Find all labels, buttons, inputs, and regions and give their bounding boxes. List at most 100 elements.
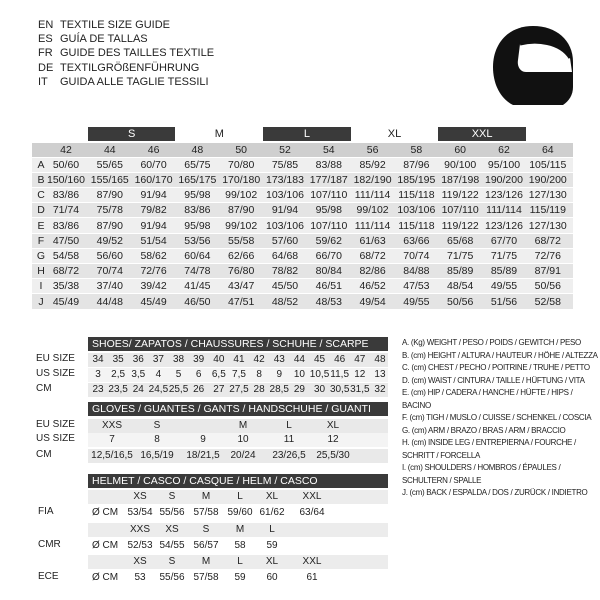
cell: 45/50 — [271, 280, 299, 293]
legend-item: J. (cm) BACK / ESPALDA / DOS / ZURÜCK / … — [402, 488, 588, 497]
cell: 45/49 — [140, 295, 167, 308]
cell: 58 — [234, 539, 246, 551]
cell: 74/78 — [184, 265, 211, 278]
row-label: C — [37, 189, 45, 202]
cell: 10 — [237, 434, 249, 445]
guide-title: TEXTILGRÖßENFÜHRUNG — [60, 61, 200, 74]
cell: 58/62 — [140, 249, 167, 262]
cell: 50/60 — [52, 158, 80, 171]
helmet-size: L — [237, 556, 243, 567]
column-header: 46 — [147, 143, 160, 156]
cell: 46/52 — [359, 280, 386, 293]
cell: 4 — [155, 369, 162, 380]
cell: 52/53 — [127, 539, 153, 551]
row-band — [88, 433, 388, 447]
unit: Ø CM — [91, 539, 119, 551]
cell: 170/180 — [222, 173, 261, 186]
cell: 190/200 — [485, 173, 523, 186]
row-band — [88, 368, 388, 382]
helmet-size: L — [269, 523, 275, 535]
cell: 185/195 — [397, 173, 436, 186]
section-title: HELMET / CASCO / CASQUE / HELM / CASCO — [88, 474, 388, 488]
cell: 8 — [154, 434, 160, 445]
row-band — [32, 279, 573, 294]
column-header: 56 — [366, 143, 379, 156]
size-header: XXL — [438, 127, 526, 141]
column-header: 54 — [322, 143, 335, 156]
helmet-size: M — [201, 556, 211, 567]
row-label: D — [37, 204, 45, 217]
cell: 12 — [354, 369, 366, 380]
cell: 99/102 — [356, 204, 389, 217]
cell: 165/175 — [178, 173, 217, 186]
language-code: EN — [38, 19, 54, 31]
cell: 24 — [132, 384, 144, 395]
cell: XXS — [101, 420, 122, 431]
row-band — [32, 294, 573, 309]
cell: 83/86 — [52, 189, 80, 202]
row-label: CM — [36, 449, 52, 460]
helmet-size: XL — [265, 556, 279, 567]
cell: 30 — [313, 384, 326, 395]
cell: 75/85 — [271, 158, 299, 171]
cell: 95/98 — [315, 204, 342, 217]
cell: 59/62 — [315, 234, 342, 247]
cell: 61 — [306, 572, 318, 583]
cell: 72/76 — [534, 249, 561, 262]
cell: 61/62 — [259, 507, 285, 518]
cell: 28,5 — [269, 384, 289, 395]
cell: 70/80 — [228, 158, 255, 171]
cell: 65/75 — [184, 158, 211, 171]
cell: 41 — [233, 354, 245, 365]
cell: 190/200 — [528, 173, 567, 186]
cell: 7 — [109, 434, 115, 445]
cell: 44 — [293, 354, 305, 365]
cell: 37 — [152, 354, 164, 365]
cell: 67/70 — [490, 234, 518, 247]
column-header: 62 — [498, 143, 510, 156]
cell: 115/119 — [529, 204, 566, 217]
cell: 177/187 — [309, 173, 348, 186]
cell: 56/57 — [193, 539, 219, 551]
cell: 51/56 — [490, 295, 518, 308]
row-label: J — [38, 295, 44, 308]
cell: 49/52 — [96, 234, 123, 247]
cell: 115/118 — [398, 219, 435, 232]
cell: 50/56 — [447, 295, 474, 308]
cell: 155/165 — [90, 173, 129, 186]
cell: 35 — [112, 354, 124, 365]
row-band — [88, 555, 388, 569]
row-band — [32, 218, 573, 233]
language-code: DE — [38, 61, 54, 74]
cell: 119/122 — [441, 189, 479, 202]
cell: 55/58 — [228, 234, 255, 247]
row-label: ECE — [38, 571, 59, 582]
row-band — [32, 248, 573, 264]
cell: 54/55 — [159, 539, 185, 551]
cell: 111/114 — [354, 219, 391, 232]
row-band — [88, 353, 388, 367]
legend-item: G. (cm) ARM / BRAZO / BRAS / ARM / BRACC… — [402, 425, 566, 435]
cell: 48 — [374, 354, 386, 365]
row-band — [88, 522, 388, 537]
cell: 53/56 — [184, 234, 211, 247]
cell: 51/54 — [140, 234, 167, 247]
cell: 23,5 — [108, 384, 128, 395]
cell: 111/114 — [354, 189, 391, 202]
cell: 9 — [276, 369, 283, 380]
cell: 68/72 — [52, 265, 80, 278]
cell: 72/76 — [140, 265, 167, 278]
cell: 20/24 — [230, 450, 256, 461]
cell: 29 — [293, 384, 305, 395]
cell: 87/90 — [96, 189, 123, 202]
cell: 83/86 — [184, 204, 211, 217]
row-label: F — [37, 234, 45, 247]
cell: 91/94 — [271, 204, 299, 217]
column-header: 64 — [541, 143, 554, 156]
section-title: SHOES/ ZAPATOS / CHAUSSURES / SCHUHE / S… — [88, 337, 388, 351]
cell: 115/118 — [398, 189, 435, 202]
cell: 63/66 — [403, 234, 430, 247]
cell: 39/42 — [140, 280, 167, 293]
column-header: 42 — [60, 143, 72, 156]
size-header: S — [87, 127, 176, 141]
